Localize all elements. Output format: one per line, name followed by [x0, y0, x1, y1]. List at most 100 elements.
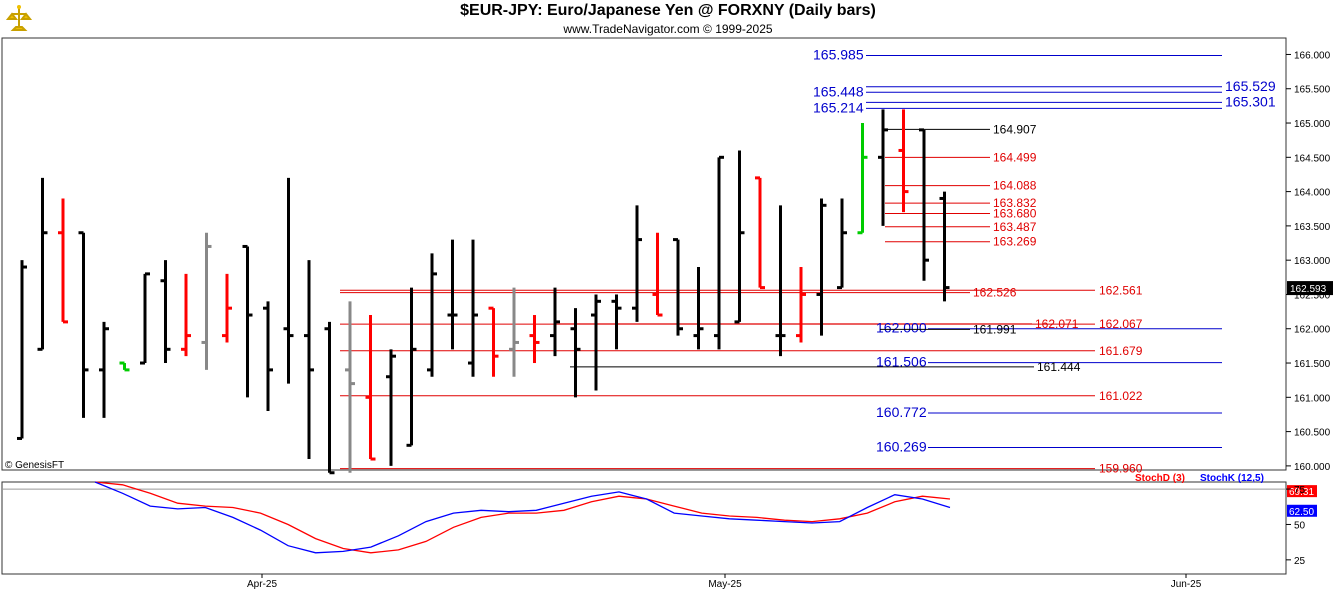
- stoch-last-value: 62.50: [1289, 507, 1314, 518]
- y-tick-label: 164.000: [1294, 188, 1331, 199]
- ohlc-bar[interactable]: [939, 191, 950, 302]
- ohlc-bar[interactable]: [447, 239, 458, 350]
- x-tick-label: Apr-25: [247, 579, 277, 590]
- ohlc-bar[interactable]: [181, 273, 191, 357]
- ohlc-bar[interactable]: [550, 287, 560, 357]
- price-level-label: 161.679: [1099, 344, 1143, 358]
- ohlc-bar[interactable]: [468, 239, 478, 377]
- ohlc-bar[interactable]: [242, 244, 253, 398]
- stoch-last-box: [1287, 504, 1317, 517]
- stoch-series-line: [94, 481, 951, 554]
- x-tick-label: Jun-25: [1171, 579, 1202, 590]
- ohlc-bar[interactable]: [734, 150, 745, 324]
- y-tick-label: 160.000: [1294, 462, 1331, 473]
- last-price-label: 162.593: [1290, 284, 1327, 295]
- ohlc-bar[interactable]: [345, 301, 355, 473]
- ohlc-bar[interactable]: [58, 198, 68, 324]
- stoch-series-line: [94, 481, 951, 554]
- price-level-label: 163.832: [993, 196, 1037, 210]
- last-price-box: [1287, 281, 1333, 296]
- price-level-label: 163.487: [993, 220, 1037, 234]
- price-level-label: 164.088: [993, 179, 1037, 193]
- ohlc-bar[interactable]: [919, 128, 929, 281]
- ohlc-bar[interactable]: [632, 205, 642, 322]
- price-level-label: 165.985: [813, 46, 864, 62]
- price-level-label: 162.067: [1099, 317, 1143, 331]
- ohlc-bar[interactable]: [37, 177, 48, 351]
- ohlc-bar[interactable]: [755, 176, 765, 290]
- price-level-label: 159.960: [1099, 462, 1143, 476]
- ohlc-bar[interactable]: [406, 287, 417, 447]
- ohlc-bar[interactable]: [160, 260, 171, 364]
- ohlc-bar[interactable]: [17, 260, 27, 440]
- ohlc-bar[interactable]: [386, 349, 396, 466]
- ohlc-bar[interactable]: [878, 109, 888, 226]
- ohlc-bar[interactable]: [201, 232, 212, 370]
- price-level-label: 162.071: [1035, 317, 1079, 331]
- stoch-legend-label: StochD (3): [1135, 473, 1185, 484]
- ohlc-bar[interactable]: [837, 198, 847, 290]
- ohlc-bar[interactable]: [283, 177, 294, 384]
- price-level-label: 165.448: [813, 83, 864, 99]
- ohlc-bar[interactable]: [611, 294, 622, 350]
- price-level-label: 165.529: [1225, 78, 1276, 94]
- ohlc-bar[interactable]: [591, 294, 601, 391]
- logo-icon: [3, 3, 35, 35]
- stoch-last-box: [1287, 485, 1317, 498]
- ohlc-bar[interactable]: [365, 315, 376, 461]
- ohlc-bar[interactable]: [857, 123, 868, 235]
- stoch-legend-label: StochK (12,5): [1200, 473, 1264, 484]
- ohlc-bar[interactable]: [304, 260, 314, 460]
- ohlc-bar[interactable]: [570, 308, 581, 398]
- ohlc-bar[interactable]: [119, 361, 130, 372]
- price-level-label: 160.772: [876, 404, 927, 420]
- ohlc-bar[interactable]: [263, 301, 273, 412]
- price-level-label: 161.991: [973, 322, 1017, 336]
- y-tick-label: 164.500: [1294, 153, 1331, 164]
- ohlc-bar[interactable]: [427, 253, 437, 377]
- ohlc-bar[interactable]: [222, 273, 232, 343]
- price-level-label: 161.506: [876, 354, 927, 370]
- y-tick-label: 161.000: [1294, 393, 1331, 404]
- ohlc-bar[interactable]: [898, 109, 909, 213]
- ohlc-bar[interactable]: [78, 231, 89, 418]
- price-level-label: 163.269: [993, 235, 1037, 249]
- price-panel: [1, 37, 1287, 471]
- ohlc-bar[interactable]: [796, 267, 806, 343]
- ohlc-bar[interactable]: [652, 232, 663, 317]
- y-tick-label: 163.000: [1294, 256, 1331, 267]
- y-tick-label: 161.500: [1294, 359, 1331, 370]
- y-tick-label: 166.000: [1294, 50, 1331, 61]
- price-level-label: 160.269: [876, 438, 927, 454]
- ohlc-bar[interactable]: [488, 306, 499, 377]
- ohlc-bar[interactable]: [714, 155, 724, 350]
- copyright-label: © GenesisFT: [5, 460, 64, 471]
- ohlc-bar[interactable]: [693, 267, 704, 350]
- stoch-last-value: 69.31: [1289, 487, 1314, 498]
- price-level-label: 162.561: [1099, 283, 1143, 297]
- ohlc-bar[interactable]: [529, 315, 540, 364]
- ohlc-bar[interactable]: [99, 321, 109, 418]
- y-tick-label: 162.000: [1294, 325, 1331, 336]
- ohlc-bar[interactable]: [509, 287, 519, 377]
- stoch-y-tick-label: 50: [1294, 520, 1306, 531]
- ohlc-bar[interactable]: [140, 272, 150, 365]
- ohlc-bar[interactable]: [816, 198, 827, 336]
- ohlc-bar[interactable]: [324, 321, 335, 475]
- stochastic-panel: [1, 481, 1287, 575]
- price-level-label: 164.499: [993, 150, 1037, 164]
- y-tick-label: 163.500: [1294, 222, 1331, 233]
- y-tick-label: 160.500: [1294, 428, 1331, 439]
- price-level-label: 165.214: [813, 99, 864, 115]
- chart-subtitle: www.TradeNavigator.com © 1999-2025: [563, 22, 773, 36]
- y-tick-label: 165.500: [1294, 85, 1331, 96]
- chart-title: $EUR-JPY: Euro/Japanese Yen @ FORXNY (Da…: [460, 2, 876, 19]
- stoch-y-tick-label: 75: [1294, 485, 1306, 496]
- price-level-label: 162.526: [973, 286, 1017, 300]
- ohlc-bar[interactable]: [673, 238, 683, 336]
- stoch-y-tick-label: 25: [1294, 556, 1306, 567]
- price-level-label: 162.000: [876, 320, 927, 336]
- ohlc-bar[interactable]: [775, 205, 786, 357]
- x-tick-label: May-25: [708, 579, 742, 590]
